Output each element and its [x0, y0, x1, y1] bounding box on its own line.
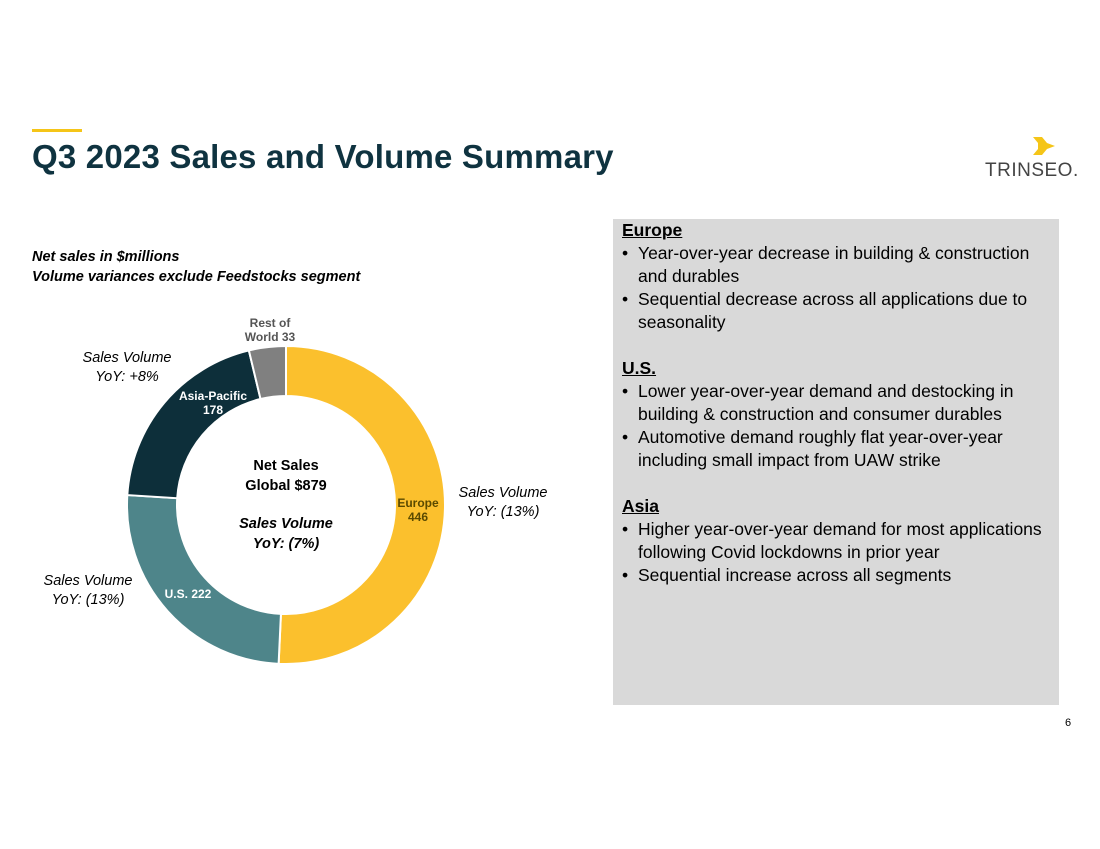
volume-callout-europe: Sales Volume YoY: (13%): [459, 485, 548, 520]
volume-callout-u-s-: Sales Volume YoY: (13%): [44, 573, 133, 608]
logo-wordmark: TRINSEO.: [985, 160, 1079, 181]
subtitle-line-1: Net sales in $millions: [32, 249, 180, 265]
commentary-panel: EuropeYear-over-year decrease in buildin…: [613, 219, 1059, 705]
section-heading: Europe: [622, 220, 683, 240]
slice-label-asia-pacific: Asia-Pacific 178: [179, 389, 247, 417]
title-accent-bar: [32, 129, 82, 132]
donut-slice-europe: [277, 344, 447, 665]
bullet-item: Sequential decrease across all applicati…: [622, 288, 1049, 334]
donut-slice-u-s-: [126, 494, 282, 665]
center-volume-label: Sales Volume: [239, 516, 333, 532]
bullet-list: Higher year-over-year demand for most ap…: [622, 518, 1049, 587]
slice-label-europe: Europe 446: [397, 496, 439, 524]
bullet-list: Year-over-year decrease in building & co…: [622, 242, 1049, 334]
bullet-item: Automotive demand roughly flat year-over…: [622, 426, 1049, 472]
center-volume-value: YoY: (7%): [253, 536, 320, 552]
slice-label-rest-of-world: Rest of World 33: [245, 316, 296, 344]
bullet-item: Lower year-over-year demand and destocki…: [622, 380, 1049, 426]
bullet-list: Lower year-over-year demand and destocki…: [622, 380, 1049, 472]
donut-slice-rest-of-world: [247, 344, 287, 401]
bullet-item: Sequential increase across all segments: [622, 564, 1049, 587]
commentary-content: EuropeYear-over-year decrease in buildin…: [622, 219, 1049, 610]
page-number: 6: [1065, 717, 1072, 729]
page-title: Q3 2023 Sales and Volume Summary: [32, 138, 614, 175]
chart-subtitle: Net sales in $millions Volume variances …: [32, 247, 360, 287]
logo-arrow-icon: [1033, 137, 1055, 155]
commentary-section-us: U.S.Lower year-over-year demand and dest…: [622, 357, 1049, 472]
net-sales-donut-chart: Europe 446 Sales Volume YoY: (13%) U.S. 222 S…: [44, 316, 548, 665]
slice-label-u-s-: U.S. 222: [165, 587, 212, 601]
section-heading: Asia: [622, 496, 659, 516]
center-net-sales-label: Net Sales: [253, 458, 318, 474]
commentary-section-europe: EuropeYear-over-year decrease in buildin…: [622, 219, 1049, 334]
volume-callout-asia-pacific: Sales Volume YoY: +8%: [83, 350, 172, 385]
subtitle-line-2: Volume variances exclude Feedstocks segm…: [32, 269, 361, 285]
center-global-total: Global $879: [245, 478, 326, 494]
commentary-section-asia: AsiaHigher year-over-year demand for mos…: [622, 495, 1049, 587]
trinseo-logo: TRINSEO.: [985, 137, 1078, 183]
section-heading: U.S.: [622, 358, 657, 378]
bullet-item: Higher year-over-year demand for most ap…: [622, 518, 1049, 564]
bullet-item: Year-over-year decrease in building & co…: [622, 242, 1049, 288]
